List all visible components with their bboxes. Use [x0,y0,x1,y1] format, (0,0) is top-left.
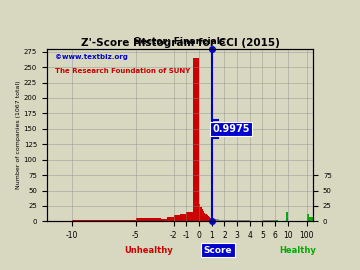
Bar [237,220,243,221]
Bar [167,217,174,221]
Bar [214,219,216,221]
Bar [221,220,222,221]
Bar [202,209,203,221]
Bar [286,212,288,221]
Text: The Research Foundation of SUNY: The Research Foundation of SUNY [55,68,190,74]
Text: ©www.textbiz.org: ©www.textbiz.org [55,54,128,60]
Text: Healthy: Healthy [279,245,316,255]
Bar [212,218,213,221]
Bar [136,218,161,221]
Bar [232,220,235,221]
Bar [207,215,208,221]
Bar [180,214,186,221]
Bar [219,220,221,221]
Text: Unhealthy: Unhealthy [124,245,173,255]
Bar [223,220,224,221]
Bar [205,214,207,221]
Bar [309,217,313,221]
Bar [72,220,136,221]
Bar [161,219,167,221]
Bar [209,217,211,221]
Bar [204,213,205,221]
Bar [199,204,200,221]
Text: Score: Score [204,245,232,255]
Bar [208,216,209,221]
Bar [174,215,180,221]
Text: 0.9975: 0.9975 [212,124,250,134]
Bar [193,58,199,221]
Bar [307,214,309,221]
Bar [243,220,250,221]
Bar [211,218,212,221]
Title: Z'-Score Histogram for CCI (2015): Z'-Score Histogram for CCI (2015) [81,38,279,48]
Bar [217,219,218,221]
Bar [275,220,278,221]
Bar [213,218,214,221]
Bar [222,220,223,221]
Bar [262,220,275,221]
Bar [203,211,204,221]
Y-axis label: Number of companies (1067 total): Number of companies (1067 total) [16,81,21,189]
Text: Sector: Financials: Sector: Financials [134,37,226,46]
Bar [235,220,237,221]
Bar [200,207,202,221]
Bar [186,212,193,221]
Bar [218,219,219,221]
Bar [227,220,229,221]
Bar [224,220,227,221]
Bar [216,219,217,221]
Bar [229,220,232,221]
